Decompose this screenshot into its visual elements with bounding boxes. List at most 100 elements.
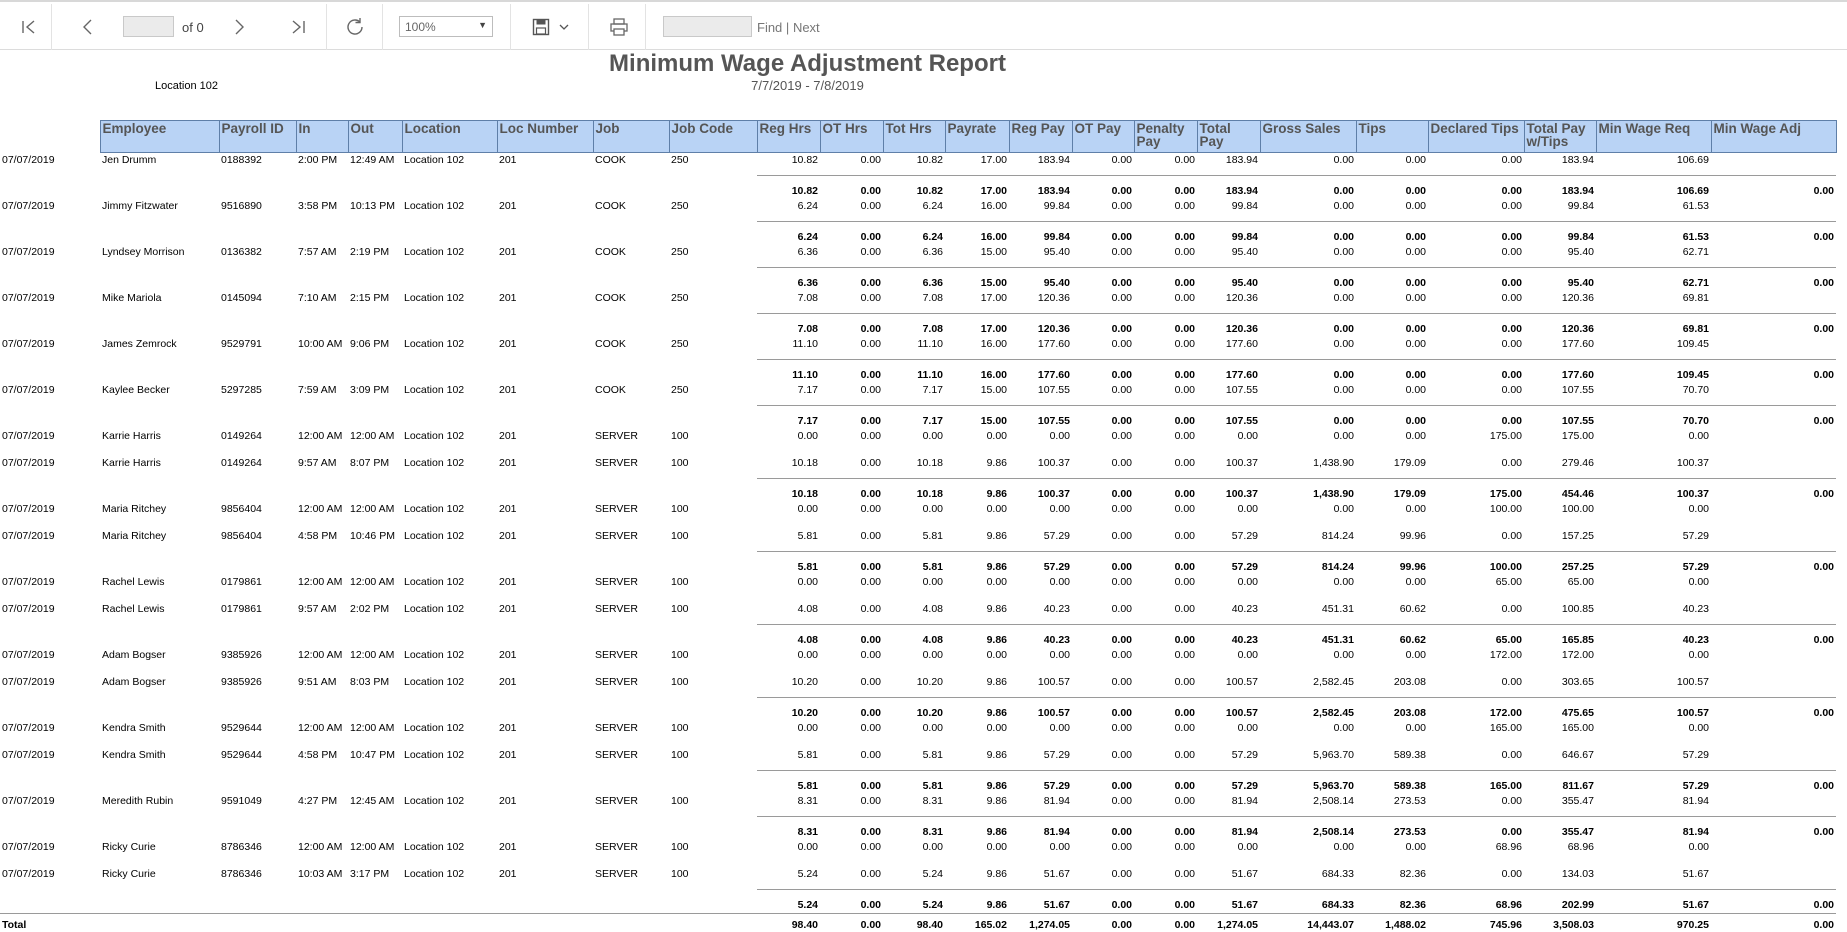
first-page-icon[interactable] <box>18 14 40 40</box>
table-cell: 172.00 <box>1524 648 1596 670</box>
print-icon[interactable] <box>607 14 631 40</box>
column-header[interactable]: Total Pay <box>1197 121 1260 153</box>
column-header[interactable]: Payroll ID <box>219 121 296 153</box>
column-header[interactable]: Job <box>593 121 669 153</box>
column-header[interactable]: Out <box>348 121 402 153</box>
table-cell: 12:49 AM <box>348 153 402 176</box>
table-cell: 5297285 <box>219 383 296 406</box>
column-header[interactable]: Loc Number <box>497 121 593 153</box>
table-cell: 970.25 <box>1596 914 1711 932</box>
column-header[interactable]: Reg Hrs <box>757 121 820 153</box>
table-cell: 07/07/2019 <box>0 199 100 222</box>
column-header[interactable]: Tot Hrs <box>883 121 945 153</box>
table-cell: 62.71 <box>1596 268 1711 292</box>
table-cell: 9:06 PM <box>348 337 402 360</box>
table-cell: 0.00 <box>1711 552 1836 576</box>
find-input[interactable] <box>663 16 752 37</box>
table-cell <box>593 360 669 384</box>
table-cell: 6.36 <box>883 268 945 292</box>
table-cell: 177.60 <box>1009 337 1072 360</box>
column-header[interactable]: Employee <box>100 121 219 153</box>
refresh-icon[interactable] <box>342 14 368 40</box>
page-number-input[interactable] <box>123 16 174 37</box>
table-cell <box>497 817 593 841</box>
table-cell: 5.81 <box>883 743 945 771</box>
table-cell: 0.00 <box>1072 383 1134 406</box>
table-cell: 6.24 <box>757 199 820 222</box>
column-header[interactable]: Tips <box>1356 121 1428 153</box>
table-cell: 07/07/2019 <box>0 245 100 268</box>
table-cell: Location 102 <box>402 245 497 268</box>
table-cell: 0.00 <box>1072 575 1134 597</box>
table-cell: 355.47 <box>1524 794 1596 817</box>
page-count-label: of 0 <box>182 20 204 35</box>
table-cell: 0.00 <box>757 575 820 597</box>
table-cell: 0.00 <box>820 552 883 576</box>
table-cell: 95.40 <box>1009 268 1072 292</box>
table-cell <box>219 771 296 795</box>
table-cell: 172.00 <box>1428 648 1524 670</box>
column-header[interactable]: Total Pay w/Tips <box>1524 121 1596 153</box>
table-cell: 0.00 <box>1072 840 1134 862</box>
table-cell: 0.00 <box>1356 314 1428 338</box>
table-cell: 107.55 <box>1524 406 1596 430</box>
column-header[interactable]: Reg Pay <box>1009 121 1072 153</box>
table-cell <box>593 625 669 649</box>
table-cell <box>497 698 593 722</box>
table-cell: 0.00 <box>1134 268 1197 292</box>
zoom-select[interactable]: 100%▼ <box>399 16 493 37</box>
table-cell: 60.62 <box>1356 597 1428 625</box>
table-cell: 0.00 <box>1134 383 1197 406</box>
table-cell: 07/07/2019 <box>0 291 100 314</box>
table-cell <box>402 698 497 722</box>
column-header[interactable]: Penalty Pay <box>1134 121 1197 153</box>
table-cell: 100 <box>669 502 757 524</box>
table-cell: 0.00 <box>1711 771 1836 795</box>
column-header[interactable]: Declared Tips <box>1428 121 1524 153</box>
column-header[interactable]: Min Wage Req <box>1596 121 1711 153</box>
table-cell: 10:00 AM <box>296 337 348 360</box>
chevron-down-icon[interactable] <box>556 14 572 40</box>
find-link[interactable]: Find <box>757 20 782 35</box>
table-cell <box>497 552 593 576</box>
previous-page-icon[interactable] <box>77 14 99 40</box>
table-cell: 100.57 <box>1009 670 1072 698</box>
table-cell: 100 <box>669 670 757 698</box>
next-link[interactable]: Next <box>793 20 820 35</box>
table-cell: 4.08 <box>883 625 945 649</box>
column-header[interactable]: Location <box>402 121 497 153</box>
column-header[interactable]: OT Hrs <box>820 121 883 153</box>
column-header[interactable]: In <box>296 121 348 153</box>
column-header[interactable]: Gross Sales <box>1260 121 1356 153</box>
table-cell <box>669 406 757 430</box>
save-icon[interactable] <box>530 14 552 40</box>
table-cell: 107.55 <box>1197 406 1260 430</box>
table-cell: 40.23 <box>1009 597 1072 625</box>
table-cell: 40.23 <box>1197 625 1260 649</box>
table-cell: 0.00 <box>820 771 883 795</box>
find-next-links: Find | Next <box>757 20 820 35</box>
column-header[interactable]: OT Pay <box>1072 121 1134 153</box>
last-page-icon[interactable] <box>287 14 309 40</box>
table-cell: 0.00 <box>1197 502 1260 524</box>
column-header[interactable]: Payrate <box>945 121 1009 153</box>
table-cell: 0.00 <box>820 360 883 384</box>
table-cell: 10.18 <box>757 451 820 479</box>
table-cell: 3,508.03 <box>1524 914 1596 932</box>
table-cell: 165.02 <box>945 914 1009 932</box>
table-cell: 0.00 <box>945 429 1009 451</box>
table-cell: 9.86 <box>945 625 1009 649</box>
table-cell: 9.86 <box>945 479 1009 503</box>
table-cell: 07/07/2019 <box>0 597 100 625</box>
column-header[interactable]: Job Code <box>669 121 757 153</box>
next-page-icon[interactable] <box>228 14 250 40</box>
table-cell: Mike Mariola <box>100 291 219 314</box>
column-header[interactable]: Min Wage Adj <box>1711 121 1836 153</box>
table-cell: 109.45 <box>1596 337 1711 360</box>
table-cell: 183.94 <box>1197 176 1260 200</box>
